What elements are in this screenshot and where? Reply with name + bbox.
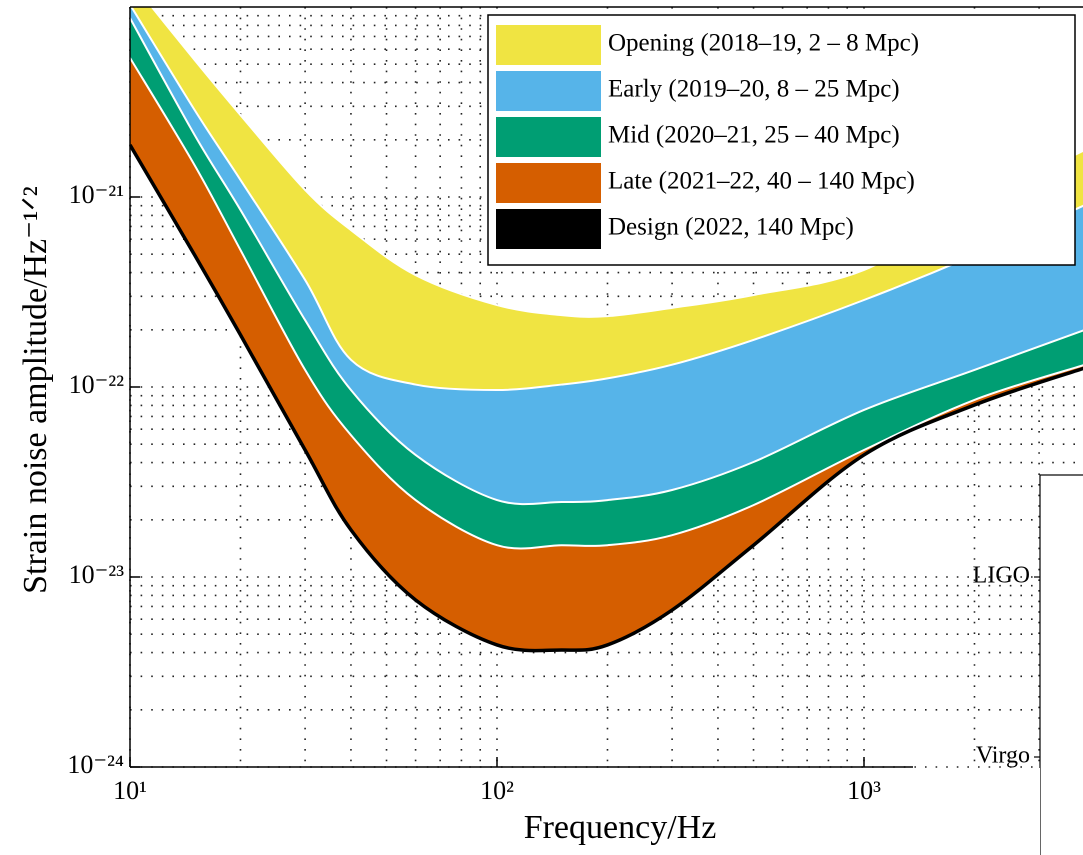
band-area [130,18,1083,549]
side-panel-box [1039,474,1083,855]
band-edge [130,57,1083,550]
legend-label: Design (2022, 140 Mpc) [608,214,854,241]
legend: Opening (2018–19, 2 – 8 Mpc) Early (2019–… [487,14,1076,266]
x-axis-label: Frequency/Hz [524,809,717,846]
band-edge [130,7,1083,392]
side-panel-gap [914,768,1040,855]
bands [130,7,1083,653]
legend-swatch [496,25,601,65]
x-tick-label: 10¹ [113,776,147,805]
side-panel: LIGO Virgo [914,474,1083,855]
side-label: Virgo [976,743,1030,769]
y-tick-label: 10⁻²³ [69,560,125,589]
band-area [130,57,1083,651]
legend-label: Opening (2018–19, 2 – 8 Mpc) [608,30,919,57]
y-tick-label: 10⁻²² [69,370,125,399]
band-area [131,7,1083,391]
legend-label: Mid (2020–21, 25 – 40 Mpc) [608,122,900,149]
legend-swatch [496,71,601,111]
legend-swatch [496,163,601,203]
x-tick-label: 10² [480,776,514,805]
x-tick-label: 10³ [847,776,881,805]
legend-swatch [496,209,601,249]
legend-swatch [496,117,601,157]
legend-label: Early (2019–20, 8 – 25 Mpc) [608,76,900,103]
y-tick-label: 10⁻²⁴ [67,750,124,779]
legend-label: Late (2021–22, 40 – 140 Mpc) [608,168,915,195]
y-axis-label: Strain noise amplitude/Hz⁻¹ᐟ² [17,186,54,594]
design-line [130,144,1083,653]
y-tick-label: 10⁻²¹ [69,180,124,209]
band-area [130,7,1083,505]
axes: 10¹ 10² 10³ 10⁻²⁴ 10⁻²³ 10⁻²² 10⁻²¹ [67,6,1083,805]
side-label: LIGO [973,563,1030,589]
band-edge [130,17,1083,506]
